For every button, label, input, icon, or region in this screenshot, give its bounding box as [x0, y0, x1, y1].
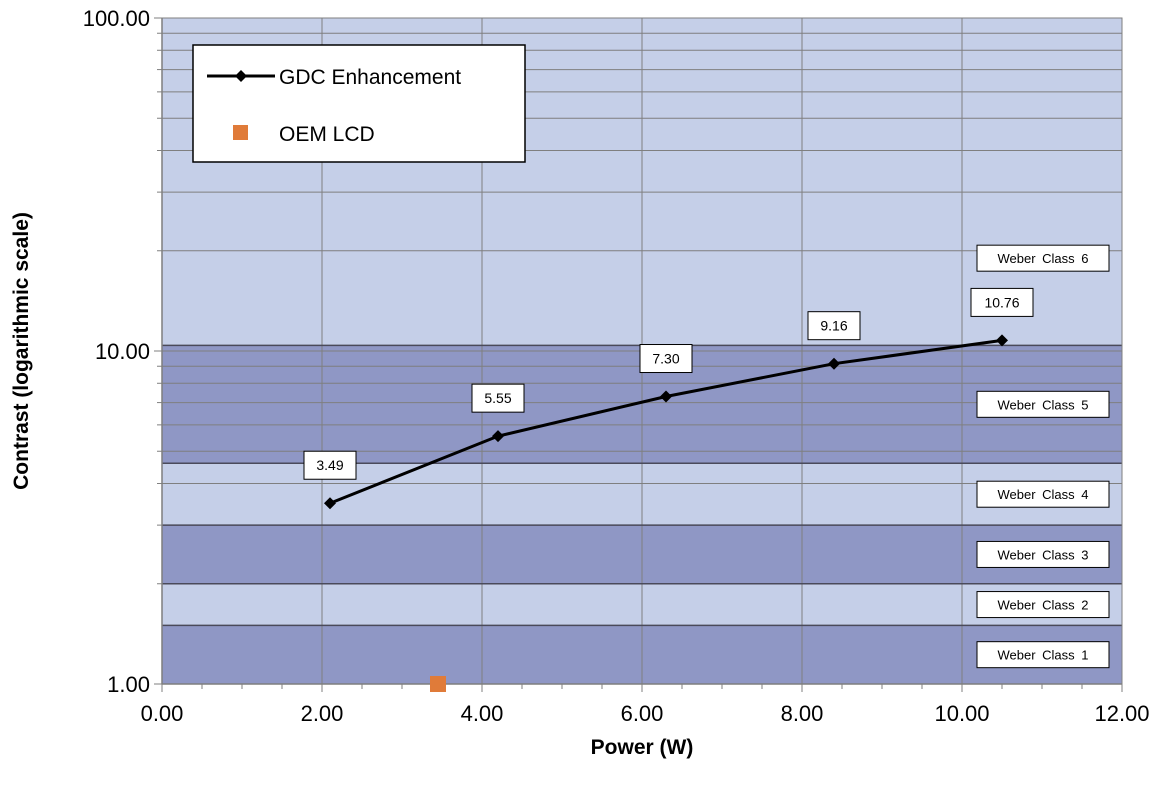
x-tick-label: 2.00 — [301, 701, 344, 726]
x-axis-title: Power (W) — [591, 736, 694, 759]
band-label-box — [976, 390, 1110, 418]
gdc-point — [324, 497, 336, 510]
gdc-point — [660, 390, 672, 403]
band-label: Weber Class 1 — [997, 648, 1088, 663]
band-label-box — [976, 591, 1110, 619]
band-label-box — [976, 641, 1110, 669]
y-tick-label: 1.00 — [107, 672, 150, 697]
x-tick-label: 6.00 — [621, 701, 664, 726]
gdc-point — [996, 334, 1008, 347]
data-label: 9.16 — [820, 318, 847, 334]
x-tick-label: 8.00 — [781, 701, 824, 726]
band-label-box — [976, 480, 1110, 508]
oem-lcd-point — [430, 676, 446, 692]
x-tick-label: 0.00 — [141, 701, 184, 726]
data-label: 10.76 — [984, 294, 1019, 310]
y-tick-label: 10.00 — [95, 339, 150, 364]
data-label-box — [807, 311, 861, 341]
data-label-box — [970, 287, 1034, 317]
legend-box — [192, 44, 526, 163]
band-label: Weber Class 5 — [997, 397, 1088, 412]
x-tick-label: 12.00 — [1094, 701, 1149, 726]
y-axis-title: Contrast (logarithmic scale) — [10, 212, 33, 490]
data-label: 3.49 — [316, 457, 343, 473]
data-label-box — [471, 383, 525, 413]
legend-marker-gdc — [235, 70, 247, 82]
band-label-box — [976, 540, 1110, 568]
gdc-point — [492, 430, 504, 443]
legend: GDC Enhancement OEM LCD — [192, 44, 526, 163]
band-label: Weber Class 6 — [997, 251, 1088, 266]
x-tick-label: 10.00 — [934, 701, 989, 726]
tick-labels: 0.00 2.00 4.00 6.00 8.00 10.00 12.00 1.00 10.00 1… — [83, 6, 1150, 726]
data-labels: Weber Class 1 Weber Class 2 Weber Class 3 W… — [303, 244, 1110, 669]
band-label: Weber Class 3 — [997, 547, 1088, 562]
band-label: Weber Class 4 — [997, 487, 1088, 502]
data-label-box — [639, 344, 693, 374]
data-label: 7.30 — [652, 351, 679, 367]
gdc-point — [828, 357, 840, 370]
series — [324, 334, 1008, 692]
band-label: Weber Class 2 — [997, 598, 1088, 613]
legend-label-gdc: GDC Enhancement — [279, 66, 461, 89]
data-label: 5.55 — [484, 390, 511, 406]
legend-marker-oem — [233, 125, 248, 140]
legend-label-oem: OEM LCD — [279, 123, 375, 146]
band-label-box — [976, 244, 1110, 272]
data-label-box — [303, 450, 357, 480]
x-tick-label: 4.00 — [461, 701, 504, 726]
y-tick-label: 100.00 — [83, 6, 150, 31]
axes — [154, 17, 1123, 692]
